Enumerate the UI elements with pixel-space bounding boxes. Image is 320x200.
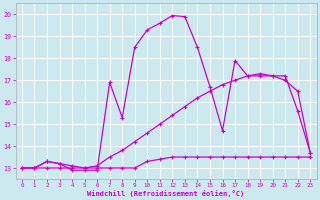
X-axis label: Windchill (Refroidissement éolien,°C): Windchill (Refroidissement éolien,°C): [87, 190, 245, 197]
